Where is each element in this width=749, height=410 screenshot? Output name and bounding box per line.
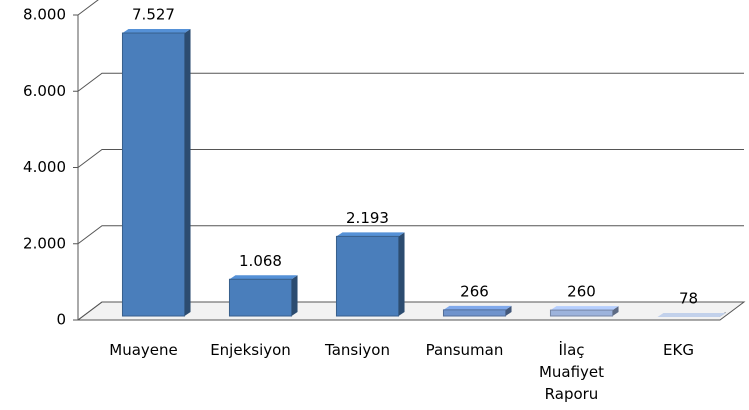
bar-top (443, 305, 512, 310)
bar (228, 275, 298, 317)
grid-line (77, 0, 99, 16)
bar-front (442, 309, 507, 317)
y-tick-label: 6.000 (23, 82, 66, 100)
grid-line (77, 225, 744, 245)
bar-front (228, 278, 293, 317)
x-tick-label-line: Raporu (545, 385, 599, 403)
y-tick-label: 8.000 (23, 6, 66, 24)
bar-top (336, 232, 405, 237)
bar-side (291, 275, 298, 316)
value-label: 78 (679, 290, 698, 308)
bar-side (505, 305, 512, 316)
bar-top (229, 275, 298, 280)
y-tick-label: 2.000 (23, 234, 66, 252)
y-tick-label: 0 (56, 311, 66, 329)
bar (442, 305, 512, 317)
bar-front (549, 309, 614, 317)
grid-line (77, 72, 744, 92)
x-tick-label-line: İlaç (558, 340, 584, 359)
x-tick-label-line: Tansiyon (324, 341, 390, 359)
y-tick-label: 4.000 (23, 158, 66, 176)
bar-front (121, 32, 186, 317)
bar (335, 232, 405, 317)
x-tick-label-line: Pansuman (426, 341, 504, 359)
bar-top (550, 306, 619, 311)
x-tick-label-line: Muafiyet (539, 363, 604, 381)
value-label: 7.527 (132, 6, 175, 24)
bar-top (122, 29, 191, 34)
x-tick-label: Muayene (109, 341, 177, 359)
x-tick-label: Enjeksiyon (210, 341, 291, 359)
x-tick-label-line: EKG (663, 341, 694, 359)
bar (549, 306, 619, 317)
x-tick-label: İlaç Muafiyet Raporu (539, 340, 604, 403)
bar-front (335, 235, 400, 317)
bar (121, 29, 191, 317)
grid-line (77, 149, 744, 168)
x-tick-label-line: Enjeksiyon (210, 341, 291, 359)
bar-side (612, 306, 619, 316)
value-label: 266 (460, 282, 489, 300)
x-tick-label: EKG (663, 341, 694, 359)
bar-side (184, 29, 191, 317)
value-label: 260 (567, 283, 596, 301)
bar (657, 312, 726, 318)
value-label: 1.068 (239, 252, 282, 270)
bar-top (657, 313, 726, 318)
x-tick-label: Pansuman (426, 341, 504, 359)
value-label: 2.193 (346, 209, 389, 227)
bar-side (398, 232, 405, 316)
grid-line (77, 301, 744, 321)
x-tick-label: Tansiyon (324, 341, 390, 359)
x-tick-label-line: Muayene (109, 341, 177, 359)
